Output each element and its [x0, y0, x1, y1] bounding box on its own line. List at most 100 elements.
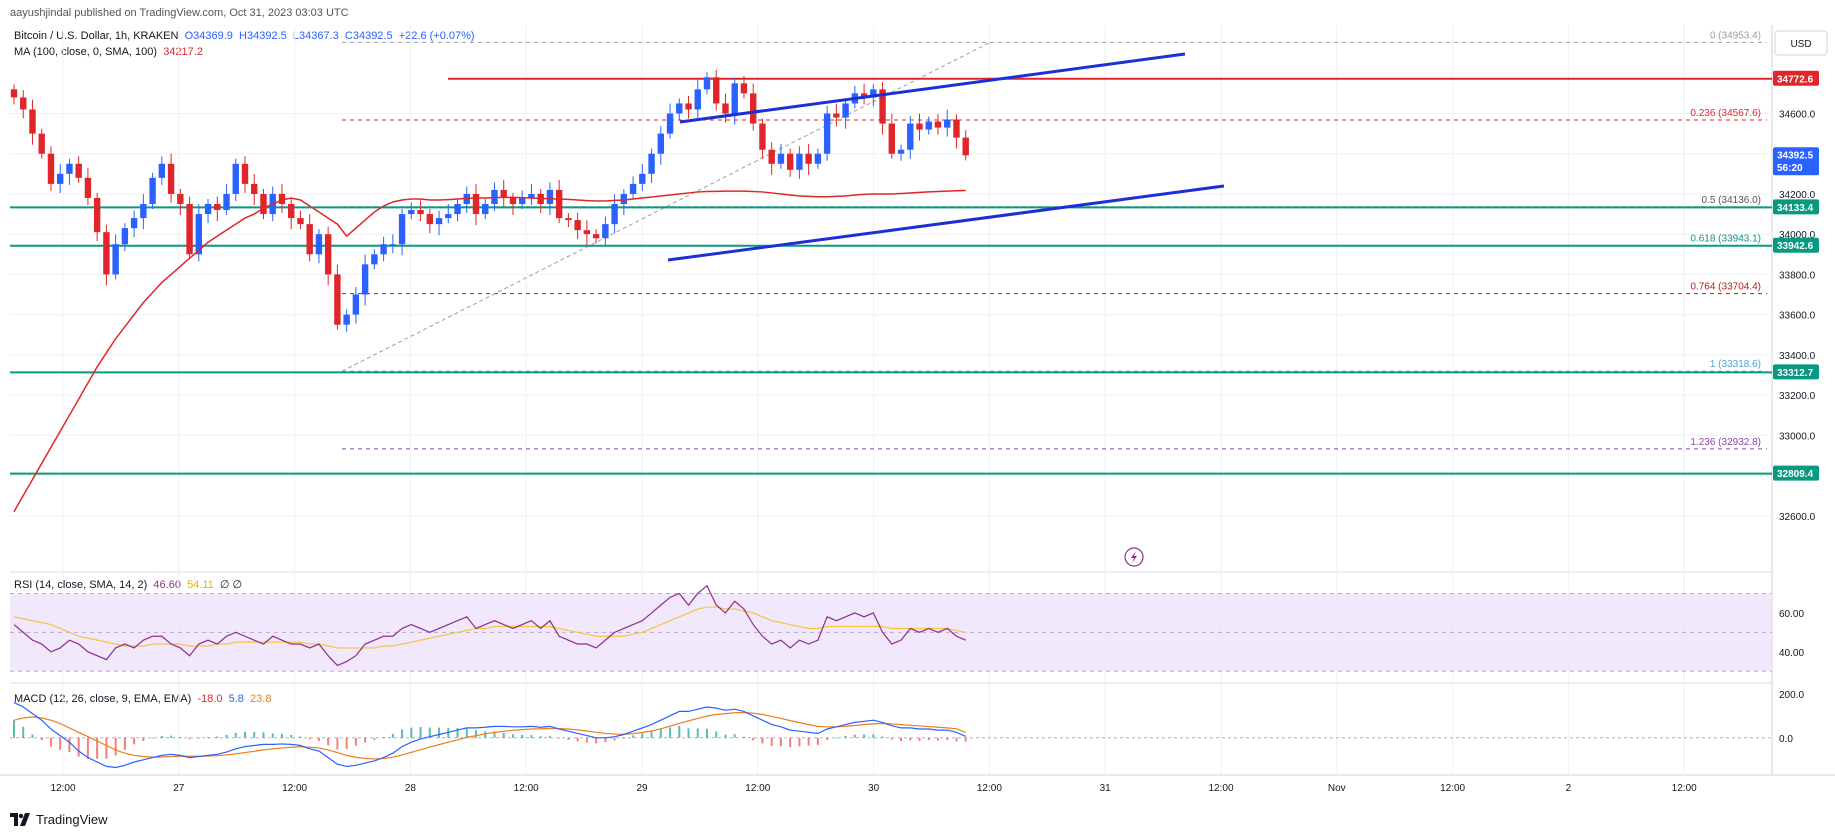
macd-histogram-bar: [678, 725, 681, 738]
candle-body: [472, 193, 480, 215]
macd-histogram-bar: [502, 732, 505, 738]
macd-histogram-bar: [770, 737, 773, 746]
candle-body: [833, 113, 840, 118]
fib-level-label: 0.764 (33704.4): [1690, 282, 1761, 293]
candle-body: [750, 93, 757, 124]
x-tick-label: 12:00: [745, 783, 770, 794]
macd-histogram-bar: [484, 731, 487, 738]
tradingview-logo[interactable]: TradingView: [10, 812, 108, 827]
ma-label: MA (100, close, 0, SMA, 100): [14, 46, 158, 58]
candle-body: [66, 163, 73, 174]
candle-body: [944, 119, 951, 128]
candle-body: [288, 204, 295, 219]
macd-histogram-bar: [401, 729, 404, 738]
macd-tick-label: 200.0: [1779, 690, 1804, 701]
ma-line: [13, 189, 966, 513]
macd-histogram-bar: [641, 733, 644, 738]
macd-histogram-bar: [539, 736, 542, 738]
candle-body: [916, 123, 923, 130]
candle-body: [445, 214, 452, 219]
x-tick-label: 12:00: [1672, 783, 1697, 794]
rsi-value: 46.60: [153, 579, 181, 591]
candle-body: [297, 218, 304, 225]
candle-body: [112, 244, 119, 275]
macd-histogram-bar: [327, 737, 330, 746]
macd-histogram-bar: [428, 727, 431, 738]
lightning-icon[interactable]: [1124, 547, 1144, 567]
rsi-line: [13, 584, 966, 667]
macd-histogram-bar: [49, 737, 52, 747]
candle-body: [814, 153, 822, 164]
price-tag: [1773, 364, 1819, 380]
candle-body: [426, 214, 433, 225]
candle-body: [278, 193, 286, 205]
macd-histogram-bar: [659, 729, 662, 738]
candle-body: [251, 183, 258, 194]
macd-signal-value: 23.8: [250, 693, 272, 705]
y-tick-label: 33000.0: [1779, 431, 1816, 442]
macd-hist-value: -18.0: [197, 693, 223, 705]
macd-histogram-bar: [345, 737, 348, 749]
candle-body: [842, 103, 849, 118]
candle-body: [555, 189, 563, 219]
macd-histogram-bar: [142, 737, 145, 742]
macd-histogram-bar: [918, 737, 921, 741]
candle-body: [805, 153, 812, 164]
x-tick-label: 31: [1100, 783, 1112, 794]
candle-body: [223, 193, 230, 211]
candle-body: [786, 153, 794, 170]
candle-body: [149, 177, 156, 205]
rsi-sma-value: 54.11: [187, 579, 214, 591]
macd-histogram-bar: [567, 737, 570, 740]
candle-body: [214, 204, 221, 211]
candle-body: [408, 210, 415, 215]
price-tag-label: 32809.4: [1777, 469, 1814, 480]
macd-histogram-bar: [40, 737, 43, 740]
macd-histogram-bar: [188, 737, 191, 740]
macd-histogram-bar: [179, 736, 182, 738]
macd-histogram-bar: [419, 727, 422, 738]
currency-selector[interactable]: USD: [1774, 30, 1828, 56]
macd-signal-line: [13, 711, 966, 760]
price-tag-label: 34133.4: [1777, 203, 1814, 214]
fib-level-label: 0.236 (34567.6): [1690, 108, 1761, 119]
macd-histogram-bar: [299, 736, 302, 738]
candle-body: [860, 93, 868, 98]
macd-histogram-bar: [585, 737, 588, 743]
y-tick-label: 33600.0: [1779, 311, 1816, 322]
macd-histogram-bar: [853, 734, 856, 738]
macd-legend[interactable]: MACD (12, 26, close, 9, EMA, EMA) -18.0 …: [14, 693, 271, 705]
symbol-name[interactable]: Bitcoin / U.S. Dollar, 1h, KRAKEN: [14, 30, 179, 42]
macd-histogram-bar: [465, 728, 468, 738]
macd-histogram-bar: [622, 737, 625, 739]
macd-histogram-bar: [96, 737, 99, 759]
macd-histogram-bar: [13, 720, 15, 738]
macd-histogram-bar: [807, 737, 810, 746]
candle-body: [546, 189, 554, 205]
rsi-extra: ∅ ∅: [219, 579, 243, 591]
macd-histogram-bar: [844, 736, 847, 738]
ma-legend[interactable]: MA (100, close, 0, SMA, 100) 34217.2: [14, 46, 203, 58]
candle-body: [482, 204, 489, 215]
y-tick-label: 33200.0: [1779, 391, 1816, 402]
fib-level-label: 1.236 (32932.8): [1690, 437, 1761, 448]
macd-histogram-bar: [68, 737, 71, 753]
price-tag: [1773, 147, 1819, 176]
macd-histogram-bar: [160, 736, 163, 738]
macd-histogram-bar: [354, 737, 357, 746]
candle-body: [676, 103, 683, 114]
rsi-legend[interactable]: RSI (14, close, SMA, 14, 2) 46.60 54.11 …: [14, 578, 242, 591]
candle-body: [204, 204, 212, 215]
candle-body: [796, 153, 803, 170]
macd-histogram-bar: [271, 733, 274, 738]
price-tag: [1773, 199, 1819, 215]
y-tick-label: 33400.0: [1779, 351, 1816, 362]
candle-body: [47, 153, 55, 184]
macd-title: MACD (12, 26, close, 9, EMA, EMA): [14, 693, 192, 705]
macd-histogram-bar: [789, 737, 792, 748]
macd-histogram-bar: [151, 737, 154, 739]
macd-histogram-bar: [937, 737, 939, 741]
macd-histogram-bar: [364, 737, 367, 743]
candle-body: [241, 163, 249, 184]
